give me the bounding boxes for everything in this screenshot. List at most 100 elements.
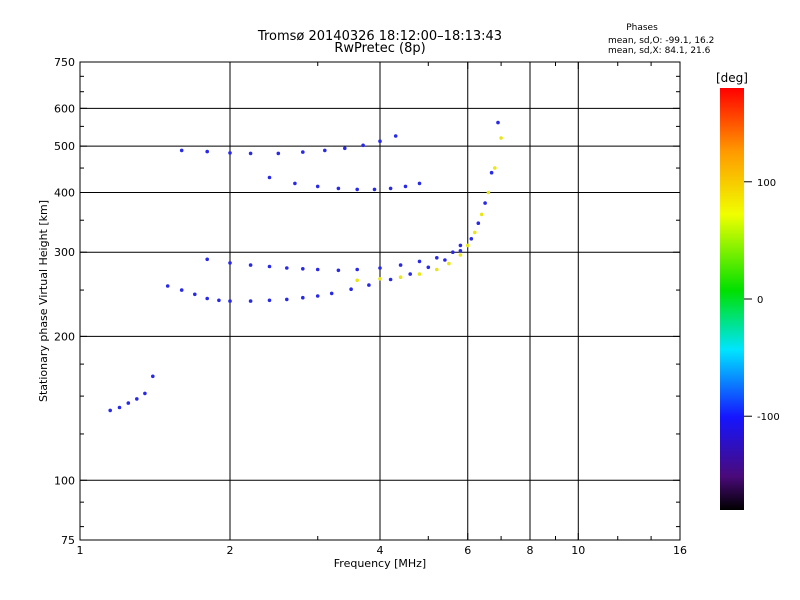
colorbar-ticks: 100 0 -100 bbox=[744, 178, 780, 423]
data-point bbox=[417, 259, 422, 264]
data-point bbox=[486, 190, 491, 195]
colorbar-tick-label: -100 bbox=[757, 412, 780, 423]
y-tick-label: 300 bbox=[54, 246, 75, 259]
data-point bbox=[117, 405, 122, 410]
data-point bbox=[493, 166, 497, 170]
y-axis-label: Stationary phase Virtual Height [km] bbox=[37, 200, 50, 402]
data-point bbox=[443, 258, 447, 262]
data-point bbox=[447, 261, 451, 266]
y-tick-label: 75 bbox=[61, 534, 75, 547]
data-point bbox=[349, 287, 353, 292]
grid-lines bbox=[80, 62, 680, 540]
y-tick-label: 100 bbox=[54, 474, 75, 487]
data-point bbox=[179, 148, 184, 153]
x-tick-label: 16 bbox=[673, 544, 687, 557]
data-point bbox=[355, 187, 360, 192]
data-point bbox=[473, 230, 477, 235]
data-point bbox=[465, 243, 470, 248]
data-point bbox=[378, 266, 382, 270]
data-point bbox=[205, 257, 209, 262]
data-point bbox=[267, 175, 272, 180]
data-point bbox=[372, 187, 377, 192]
data-point bbox=[217, 298, 221, 303]
colorbar bbox=[720, 88, 744, 510]
data-point bbox=[228, 299, 232, 303]
data-point bbox=[408, 272, 413, 276]
data-point bbox=[388, 186, 393, 191]
data-point bbox=[301, 295, 305, 300]
data-point bbox=[301, 267, 305, 271]
data-point bbox=[323, 148, 327, 153]
y-tick-label: 600 bbox=[54, 102, 75, 115]
stats-line-x: mean, sd,X: 84.1, 21.6 bbox=[608, 46, 711, 56]
data-point bbox=[329, 291, 334, 296]
data-point bbox=[378, 277, 382, 281]
x-tick-labels: 1 2 4 6 8 10 16 bbox=[77, 544, 688, 557]
data-point bbox=[315, 267, 320, 272]
data-point bbox=[165, 284, 170, 288]
data-point bbox=[499, 136, 503, 140]
data-point bbox=[451, 250, 455, 254]
stats-heading: Phases bbox=[626, 23, 658, 33]
data-point bbox=[126, 401, 131, 405]
data-point bbox=[469, 237, 474, 241]
data-point bbox=[205, 296, 209, 301]
colorbar-label: [deg] bbox=[716, 71, 748, 85]
data-point bbox=[228, 151, 232, 155]
chart-title: Tromsø 20140326 18:12:00–18:13:43 bbox=[257, 29, 502, 44]
data-point bbox=[403, 184, 408, 189]
data-point bbox=[108, 408, 112, 413]
data-point bbox=[301, 150, 305, 154]
data-point bbox=[458, 253, 463, 257]
data-point bbox=[435, 255, 439, 260]
data-point bbox=[248, 263, 253, 267]
y-tick-label: 400 bbox=[54, 186, 75, 199]
data-point bbox=[315, 184, 320, 189]
data-point bbox=[336, 268, 341, 273]
data-point bbox=[398, 263, 403, 267]
data-points bbox=[108, 120, 503, 413]
data-point bbox=[417, 181, 422, 186]
x-tick-label: 1 bbox=[77, 544, 84, 557]
x-tick-label: 6 bbox=[464, 544, 471, 557]
x-tick-label: 8 bbox=[527, 544, 534, 557]
data-point bbox=[398, 275, 403, 280]
stats-line-o: mean, sd,O: -99.1, 16.2 bbox=[608, 36, 714, 46]
data-point bbox=[378, 139, 382, 143]
axis-ticks bbox=[79, 62, 681, 540]
data-point bbox=[228, 261, 232, 265]
data-point bbox=[483, 201, 487, 205]
colorbar-tick-label: 100 bbox=[757, 178, 776, 189]
data-point bbox=[343, 146, 347, 151]
data-point bbox=[285, 297, 289, 302]
data-point bbox=[361, 143, 365, 148]
data-point bbox=[267, 298, 272, 303]
data-point bbox=[293, 181, 297, 186]
data-point bbox=[276, 151, 281, 156]
data-point bbox=[388, 277, 393, 282]
y-tick-label: 750 bbox=[54, 56, 75, 69]
data-point bbox=[458, 249, 463, 253]
x-tick-label: 2 bbox=[227, 544, 234, 557]
data-point bbox=[426, 265, 431, 270]
colorbar-tick-label: 0 bbox=[757, 295, 763, 306]
data-point bbox=[205, 149, 209, 154]
y-tick-labels: 75 100 200 300 400 500 600 750 bbox=[54, 56, 75, 547]
data-point bbox=[285, 266, 289, 270]
data-point bbox=[143, 391, 147, 396]
y-tick-label: 500 bbox=[54, 140, 75, 153]
data-point bbox=[489, 170, 494, 175]
x-tick-label: 4 bbox=[377, 544, 384, 557]
chart-subtitle: RwPretec (8p) bbox=[334, 41, 425, 56]
data-point bbox=[193, 292, 197, 297]
data-point bbox=[248, 151, 253, 156]
data-point bbox=[179, 288, 184, 292]
data-point bbox=[417, 272, 422, 276]
data-point bbox=[476, 221, 481, 225]
data-point bbox=[336, 186, 341, 191]
data-point bbox=[496, 120, 500, 125]
data-point bbox=[393, 134, 398, 138]
x-tick-label: 10 bbox=[571, 544, 585, 557]
data-point bbox=[248, 299, 253, 303]
